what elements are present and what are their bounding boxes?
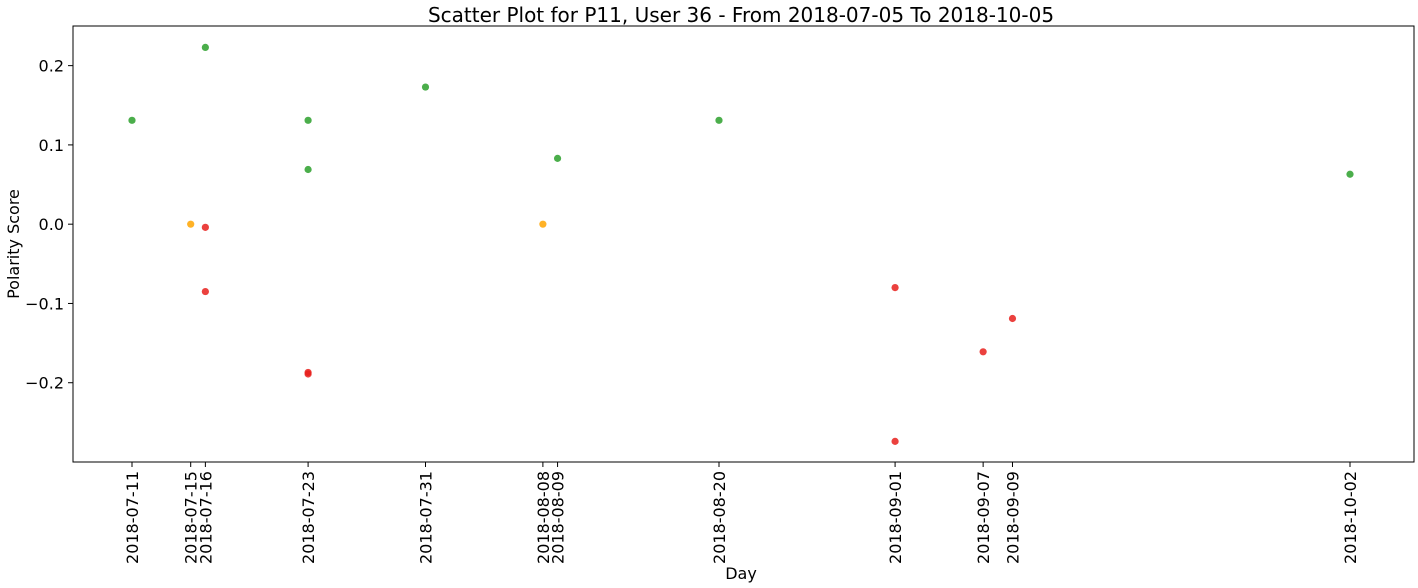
data-points — [128, 43, 1354, 445]
data-point-positive — [201, 43, 209, 52]
data-point-negative — [201, 223, 209, 231]
data-point-positive — [304, 116, 312, 124]
x-tick-label: 2018-07-23 — [299, 471, 318, 564]
data-point-negative — [979, 348, 987, 356]
data-point-neutral — [539, 220, 547, 228]
data-point-positive — [1346, 170, 1354, 178]
data-point-positive — [421, 83, 430, 91]
data-point-positive — [128, 116, 136, 124]
y-axis: −0.2 −0.1 0.0 0.1 0.2 — [25, 57, 73, 393]
data-point-positive — [553, 154, 562, 162]
x-tick-label: 2018-09-01 — [886, 471, 905, 564]
x-tick-label: 2018-10-02 — [1341, 471, 1360, 564]
y-tick-label: 0.1 — [39, 136, 64, 155]
x-tick-label: 2018-08-09 — [549, 471, 568, 564]
data-point-positive — [715, 116, 723, 124]
x-tick-label: 2018-09-07 — [974, 471, 993, 564]
x-tick-label: 2018-07-16 — [196, 471, 215, 564]
y-tick-label: −0.1 — [25, 294, 64, 313]
y-tick-label: 0.0 — [39, 215, 64, 234]
data-point-negative — [891, 284, 899, 292]
y-tick-label: −0.2 — [25, 374, 64, 393]
x-tick-label: 2018-08-20 — [710, 471, 729, 564]
data-point-negative — [304, 370, 312, 378]
chart-title: Scatter Plot for P11, User 36 - From 201… — [428, 3, 1054, 27]
data-point-negative — [1008, 314, 1017, 323]
data-point-neutral — [187, 220, 195, 228]
y-tick-label: 0.2 — [39, 57, 64, 76]
x-axis-title: Day — [725, 564, 757, 583]
data-point-negative — [891, 437, 899, 445]
x-tick-label: 2018-07-11 — [123, 471, 142, 564]
data-point-positive — [304, 165, 312, 174]
x-tick-label: 2018-07-31 — [416, 471, 435, 564]
x-tick-label: 2018-08-08 — [534, 471, 553, 564]
x-tick-label: 2018-09-09 — [1003, 471, 1022, 564]
data-point-negative — [201, 287, 209, 296]
x-tick-label: 2018-07-15 — [182, 471, 201, 564]
y-axis-title: Polarity Score — [4, 189, 23, 299]
plot-area — [72, 25, 1415, 463]
